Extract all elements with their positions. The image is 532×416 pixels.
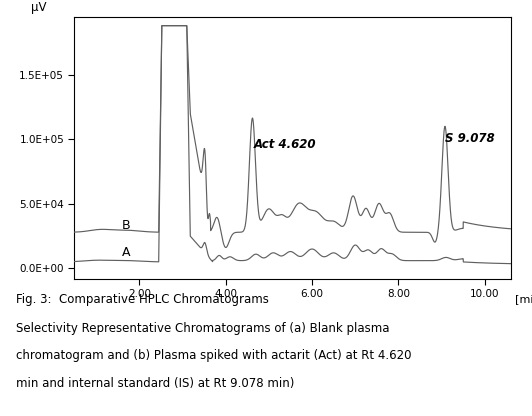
Text: Selectivity Representative Chromatograms of (a) Blank plasma: Selectivity Representative Chromatograms… (16, 322, 389, 334)
Text: [min]: [min] (515, 295, 532, 305)
Text: Act 4.620: Act 4.620 (254, 139, 316, 151)
Text: B: B (122, 218, 131, 232)
Text: min and internal standard (IS) at Rt 9.078 min): min and internal standard (IS) at Rt 9.0… (16, 377, 294, 390)
Text: S 9.078: S 9.078 (445, 132, 495, 145)
Text: chromatogram and (b) Plasma spiked with actarit (Act) at Rt 4.620: chromatogram and (b) Plasma spiked with … (16, 349, 411, 362)
Text: Fig. 3:  Comparative HPLC Chromatograms: Fig. 3: Comparative HPLC Chromatograms (16, 293, 269, 306)
Text: μV: μV (31, 1, 46, 14)
Text: A: A (122, 246, 130, 259)
